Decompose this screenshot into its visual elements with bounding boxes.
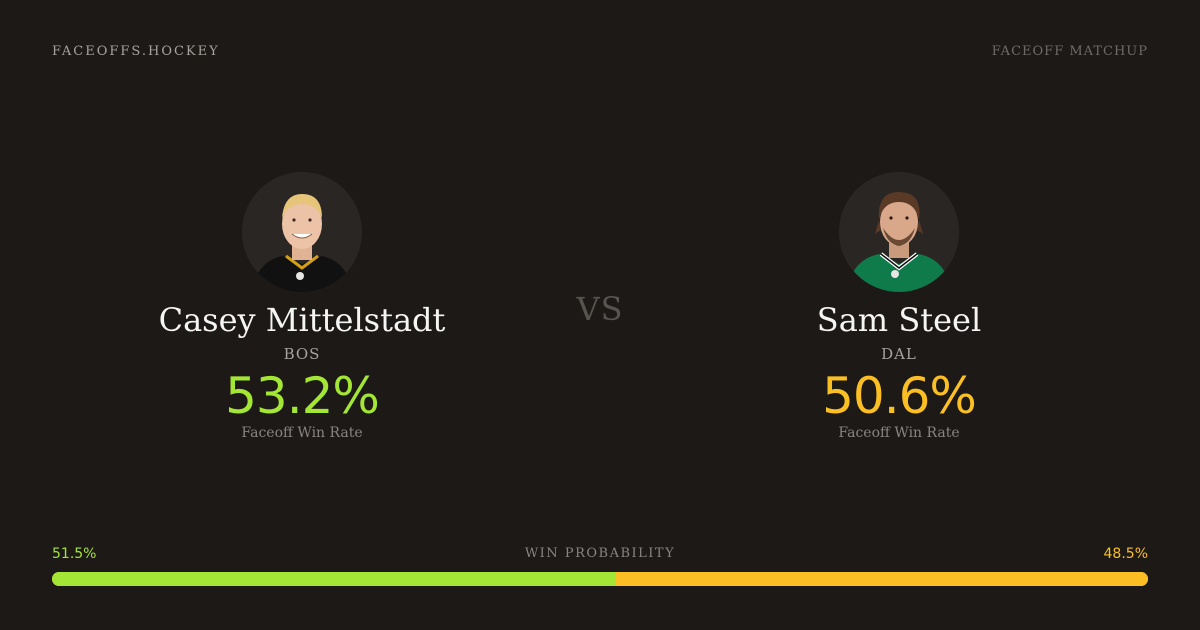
versus-label: VS — [576, 290, 624, 328]
player-left-team: BOS — [283, 345, 321, 363]
player-right-avatar — [839, 172, 959, 292]
win-probability-bar-left — [52, 572, 617, 586]
player-right-headshot-icon — [839, 172, 959, 292]
win-probability-right: 48.5% — [1103, 546, 1148, 562]
win-probability-left: 51.5% — [52, 546, 97, 562]
player-right-win-rate-label: Faceoff Win Rate — [838, 425, 960, 441]
page-tag: FACEOFF MATCHUP — [991, 44, 1148, 59]
win-probability-bar-right — [616, 572, 1148, 586]
player-left-headshot-icon — [242, 172, 362, 292]
win-probability-title: WIN PROBABILITY — [524, 546, 676, 561]
player-left-avatar — [242, 172, 362, 292]
player-left-name: Casey Mittelstadt — [158, 301, 446, 339]
player-right-name: Sam Steel — [816, 301, 982, 339]
player-right-team: DAL — [881, 345, 917, 363]
player-right-win-rate: 50.6% — [822, 367, 977, 425]
player-left-win-rate-label: Faceoff Win Rate — [241, 425, 363, 441]
player-right: Sam Steel DAL 50.6% Faceoff Win Rate — [689, 172, 1109, 442]
player-left: Casey Mittelstadt BOS 53.2% Faceoff Win … — [92, 172, 512, 442]
player-left-win-rate: 53.2% — [225, 367, 380, 425]
win-probability-bar — [52, 572, 1148, 586]
brand-logo-text[interactable]: FACEOFFS.HOCKEY — [52, 44, 220, 59]
